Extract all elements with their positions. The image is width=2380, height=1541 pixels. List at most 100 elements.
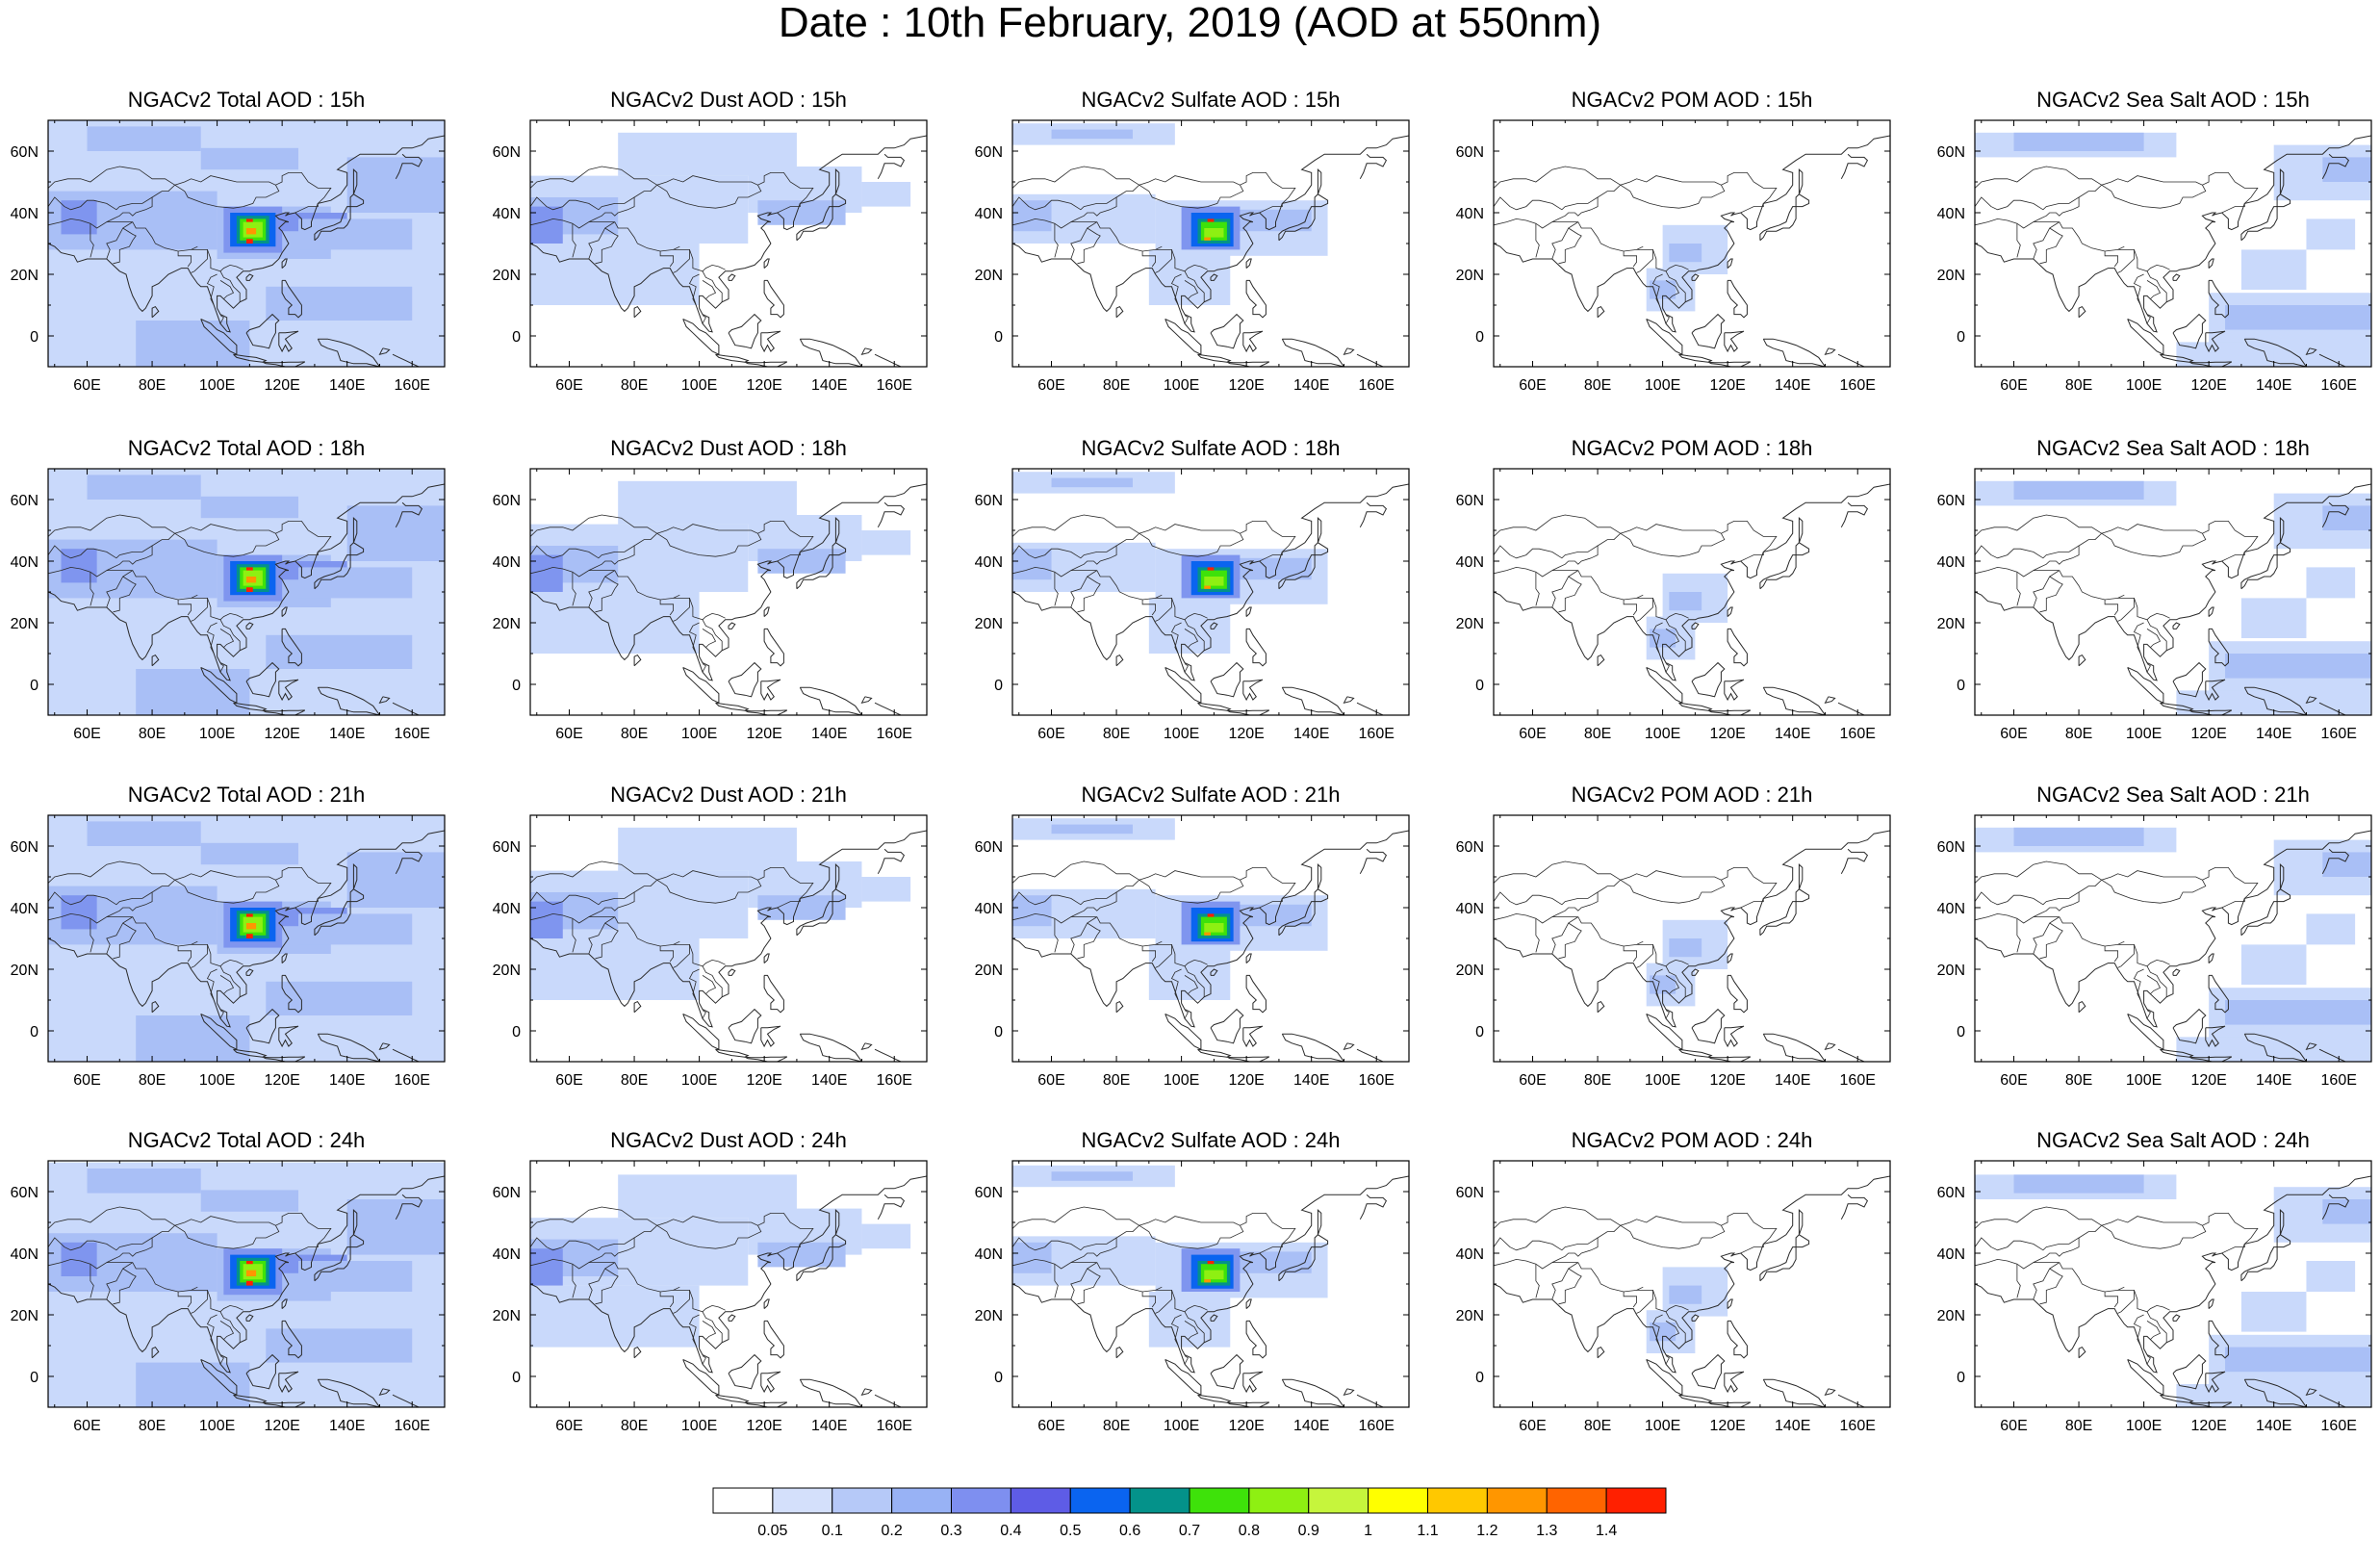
country-border bbox=[219, 280, 235, 299]
lon-tick-label: 160E bbox=[1359, 1418, 1395, 1434]
country-border bbox=[1070, 916, 1098, 955]
lon-tick-label: 140E bbox=[1293, 1418, 1329, 1434]
coastline bbox=[1691, 661, 1726, 698]
country-border bbox=[1155, 245, 1163, 250]
country-border bbox=[1535, 1264, 1540, 1298]
lon-tick-label: 160E bbox=[1359, 726, 1395, 742]
coastline bbox=[2305, 696, 2317, 704]
coastline bbox=[2276, 193, 2291, 208]
coastline bbox=[1759, 554, 1797, 590]
country-border bbox=[1184, 619, 1205, 651]
country-border bbox=[1494, 1237, 1599, 1251]
lon-tick-label: 120E bbox=[2190, 377, 2226, 394]
aerosol-field bbox=[2240, 944, 2307, 985]
lon-tick-label: 140E bbox=[329, 1418, 365, 1434]
lon-tick-label: 120E bbox=[1709, 726, 1745, 742]
coastline bbox=[278, 679, 299, 702]
lon-tick-label: 160E bbox=[395, 1072, 430, 1089]
country-border bbox=[191, 598, 208, 622]
country-border bbox=[530, 860, 657, 884]
country-border bbox=[1054, 1264, 1059, 1298]
lon-tick-label: 140E bbox=[811, 1418, 847, 1434]
aerosol-field bbox=[1204, 228, 1224, 238]
coastline bbox=[2279, 517, 2285, 543]
country-border bbox=[1975, 514, 2102, 537]
coastline bbox=[1759, 206, 1797, 242]
coastline bbox=[317, 338, 381, 367]
country-border bbox=[588, 1213, 814, 1263]
coastline bbox=[728, 1008, 762, 1044]
country-border bbox=[1141, 1292, 1157, 1308]
coastline bbox=[2188, 1401, 2233, 1407]
country-border bbox=[1975, 166, 2102, 189]
map-panel: 60E 80E 100E 120E 140E 160E 0 20N 40N 60N bbox=[493, 468, 928, 742]
country-border bbox=[90, 918, 94, 953]
country-border bbox=[595, 227, 619, 265]
map-panel: 60E 80E 100E 120E 140E 160E 0 20N 40N 60N bbox=[1937, 814, 2372, 1089]
map-panel: 60E 80E 100E 120E 140E 160E 0 20N 40N 60N bbox=[11, 1160, 446, 1434]
panel-title: NGACv2 Total AOD : 15h bbox=[127, 88, 366, 112]
country-border bbox=[1155, 1290, 1172, 1314]
map-svg: 60E 80E 100E 120E 140E 160E 0 20N 40N 60N bbox=[975, 814, 1410, 1089]
lon-tick-label: 160E bbox=[877, 1072, 912, 1089]
lon-tick-label: 80E bbox=[1584, 726, 1611, 742]
country-border bbox=[656, 532, 762, 557]
country-border bbox=[673, 594, 680, 599]
country-border bbox=[673, 1290, 690, 1314]
coastline bbox=[1824, 696, 1836, 704]
lat-tick-label: 20N bbox=[1456, 963, 1484, 979]
lon-tick-label: 160E bbox=[2321, 726, 2357, 742]
coastline bbox=[860, 1388, 873, 1396]
panel-title: NGACv2 Dust AOD : 18h bbox=[610, 436, 847, 460]
country-border bbox=[106, 521, 332, 571]
aerosol-field bbox=[861, 877, 911, 902]
map-svg: 60E 80E 100E 120E 140E 160E 0 20N 40N 60N bbox=[493, 814, 928, 1089]
aerosol-field bbox=[246, 923, 257, 930]
coastline bbox=[874, 702, 902, 715]
lat-tick-label: 20N bbox=[493, 616, 521, 632]
country-border bbox=[702, 280, 717, 299]
coastline bbox=[1245, 1298, 1252, 1309]
coastline bbox=[1691, 313, 1726, 349]
country-border bbox=[1012, 891, 1117, 906]
lat-tick-label: 60N bbox=[1456, 839, 1484, 856]
country-border bbox=[2146, 663, 2151, 673]
coastline bbox=[281, 1320, 302, 1359]
country-border bbox=[702, 619, 723, 651]
country-border bbox=[702, 1355, 706, 1365]
country-border bbox=[1155, 594, 1163, 599]
coastline bbox=[1245, 1320, 1267, 1359]
aerosol-field bbox=[87, 821, 201, 846]
lon-tick-label: 60E bbox=[2000, 1418, 2027, 1434]
coastline bbox=[2240, 1246, 2278, 1282]
lat-tick-label: 40N bbox=[1937, 1246, 1965, 1263]
coastline bbox=[278, 330, 299, 353]
country-border bbox=[219, 629, 235, 648]
coastline bbox=[1278, 554, 1316, 590]
lat-tick-label: 0 bbox=[30, 1024, 38, 1040]
coastline bbox=[2205, 679, 2226, 702]
coastline bbox=[1197, 353, 1232, 363]
coastline bbox=[1226, 361, 1270, 367]
aerosol-field bbox=[2225, 1000, 2371, 1025]
country-border bbox=[1494, 166, 1621, 189]
lon-tick-label: 100E bbox=[1645, 1072, 1680, 1089]
country-border bbox=[1535, 223, 1540, 258]
country-border bbox=[659, 1292, 675, 1308]
aerosol-field bbox=[530, 554, 563, 592]
lon-tick-label: 140E bbox=[1293, 377, 1329, 394]
coastline bbox=[834, 517, 840, 543]
country-border bbox=[206, 968, 218, 1001]
coastline bbox=[1824, 1388, 1836, 1396]
coastline bbox=[1597, 654, 1605, 667]
country-border bbox=[2117, 1290, 2135, 1314]
coastline bbox=[1314, 1234, 1329, 1248]
aerosol-field bbox=[200, 496, 299, 519]
country-border bbox=[219, 315, 224, 324]
coastline bbox=[877, 153, 906, 180]
lon-tick-label: 80E bbox=[139, 1418, 166, 1434]
country-border bbox=[2039, 576, 2063, 613]
lon-tick-label: 100E bbox=[681, 1072, 717, 1089]
country-border bbox=[2033, 221, 2060, 260]
coastline bbox=[2276, 888, 2291, 903]
